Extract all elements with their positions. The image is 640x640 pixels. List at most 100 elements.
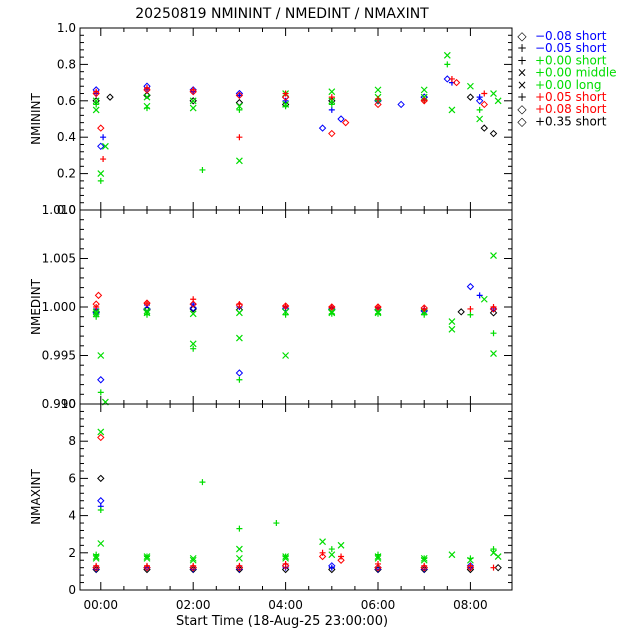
y-tick-label: 8 — [68, 434, 76, 448]
series — [92, 291, 498, 313]
data-point — [448, 75, 455, 82]
data-point — [92, 300, 100, 308]
data-point — [189, 104, 197, 112]
data-point — [494, 97, 502, 105]
legend-label: +0.00 long — [535, 78, 602, 92]
data-point — [328, 551, 336, 559]
series — [92, 282, 498, 384]
data-point — [490, 350, 497, 357]
data-point — [318, 552, 327, 561]
data-point — [189, 340, 197, 348]
x-axis: 00:00 02:00 04:00 06:00 08:00 — [83, 598, 487, 612]
data-point — [101, 142, 109, 150]
data-point — [490, 549, 497, 557]
series — [93, 61, 483, 184]
data-point — [421, 311, 428, 318]
data-point — [341, 118, 350, 127]
data-point — [476, 115, 484, 123]
series — [92, 540, 502, 564]
y-tick-label: 4 — [68, 509, 76, 523]
data-point — [282, 553, 290, 560]
data-point — [97, 540, 105, 547]
data-point — [106, 93, 114, 101]
data-point — [489, 305, 498, 313]
data-point — [92, 97, 100, 105]
legend-label: +0.35 short — [535, 114, 607, 128]
x-tick-label: 08:00 — [453, 598, 488, 612]
data-point — [97, 352, 105, 359]
data-point — [92, 563, 100, 572]
data-point — [97, 124, 105, 132]
series — [93, 503, 474, 573]
y-axis-label: NMEDINT — [29, 278, 43, 335]
data-point — [489, 309, 498, 317]
data-point — [328, 129, 336, 138]
data-point — [282, 560, 289, 567]
data-point — [490, 330, 497, 337]
data-point — [235, 309, 243, 317]
data-point — [97, 389, 104, 396]
series — [92, 91, 498, 138]
legend-symbol: + — [517, 90, 527, 104]
data-point — [235, 563, 244, 572]
legend-symbol: ◇ — [517, 102, 527, 116]
data-point — [236, 134, 243, 141]
data-point — [189, 305, 197, 313]
x-axis-label: Start Time (18-Aug-25 23:00:00) — [176, 614, 388, 629]
legend-label: +0.00 short — [535, 53, 607, 67]
y-tick-label: 1.000 — [42, 300, 76, 314]
data-point — [92, 310, 100, 318]
y-tick-label: 1.010 — [42, 203, 76, 217]
data-point — [92, 554, 100, 562]
data-point — [480, 100, 488, 109]
legend-symbol: ◇ — [517, 29, 527, 43]
data-point — [466, 82, 474, 90]
data-point — [319, 549, 326, 556]
data-point — [374, 86, 382, 94]
series — [93, 75, 488, 163]
data-point — [421, 562, 428, 569]
series — [93, 310, 497, 396]
data-point — [467, 562, 474, 569]
data-point — [420, 304, 428, 312]
data-point — [319, 538, 326, 546]
data-point — [94, 291, 103, 300]
data-point — [337, 541, 345, 549]
data-point — [476, 106, 483, 113]
series — [92, 497, 475, 572]
data-point — [375, 566, 382, 573]
data-point — [143, 563, 151, 572]
data-point — [420, 556, 428, 564]
panel-nmedint: 0.990 0.995 1.000 1.005 1.010 NMEDINT — [29, 203, 513, 411]
series — [92, 474, 502, 574]
y-tick-label: 6 — [68, 471, 76, 485]
data-point — [97, 433, 105, 442]
data-point — [328, 101, 335, 108]
data-point — [467, 311, 474, 318]
data-point — [236, 376, 243, 383]
data-point — [457, 308, 465, 316]
data-point — [189, 310, 197, 318]
data-point — [466, 93, 475, 101]
series — [92, 305, 498, 317]
data-point — [444, 61, 451, 68]
data-point — [420, 554, 428, 562]
y-tick-label: 0.4 — [57, 130, 76, 144]
data-point — [328, 97, 336, 105]
data-point — [97, 497, 105, 505]
data-point — [328, 565, 336, 574]
data-point — [143, 309, 151, 317]
panels: 0.0 0.2 0.4 0.6 0.8 1.0 NMININT 0.990 0.995 1.000… — [29, 21, 513, 597]
data-point — [282, 352, 290, 359]
data-point — [143, 307, 151, 315]
data-point — [475, 97, 484, 105]
data-point — [421, 97, 428, 104]
data-point — [476, 292, 483, 299]
data-point — [374, 563, 382, 572]
series — [92, 78, 488, 138]
y-axis-label: NMAXINT — [29, 469, 43, 525]
y-tick-label: 0.0 — [57, 203, 76, 217]
data-point — [494, 553, 502, 560]
data-point — [143, 93, 151, 101]
data-point — [189, 97, 197, 105]
